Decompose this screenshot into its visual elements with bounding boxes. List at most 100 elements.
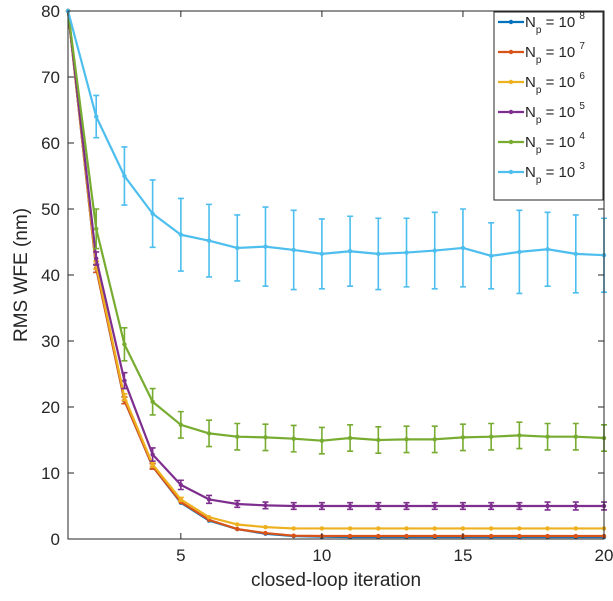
legend-marker: [508, 19, 514, 25]
data-point: [235, 501, 240, 507]
data-point: [545, 526, 550, 531]
data-point: [291, 247, 296, 253]
legend-item: Np = 10 4: [498, 131, 585, 156]
x-tick-label: 15: [453, 546, 472, 565]
data-point: [432, 526, 437, 531]
data-point: [573, 434, 578, 439]
data-point: [573, 533, 578, 539]
data-point: [404, 533, 409, 539]
data-point: [432, 533, 437, 539]
data-point: [460, 245, 466, 251]
legend-label: Np = 10 8: [525, 11, 585, 36]
data-point: [178, 422, 184, 428]
data-point: [488, 253, 494, 259]
legend-label: Np = 10 3: [525, 161, 585, 186]
data-point: [573, 503, 578, 509]
legend-label: Np = 10 7: [525, 41, 585, 66]
data-point: [235, 526, 240, 532]
data-point: [376, 251, 381, 257]
legend-label: Np = 10 5: [525, 101, 585, 126]
y-tick-label: 0: [51, 530, 60, 549]
legend-item: Np = 10 6: [498, 71, 585, 96]
legend: Np = 10 8 Np = 10 7 Np = 10 6 Np = 10 5 Np =…: [493, 11, 604, 201]
legend-item: Np = 10 3: [498, 161, 585, 186]
data-point: [263, 524, 268, 530]
data-point: [517, 526, 522, 531]
data-point: [178, 482, 184, 488]
data-point: [517, 249, 522, 255]
data-point: [263, 244, 268, 249]
legend-item: Np = 10 8: [498, 11, 585, 36]
data-point: [573, 251, 578, 257]
data-point: [263, 530, 268, 536]
data-point: [235, 522, 240, 527]
data-point: [404, 526, 409, 531]
data-point: [347, 503, 353, 509]
data-point: [404, 250, 409, 255]
data-point: [122, 394, 127, 400]
data-point: [545, 533, 550, 539]
data-point: [545, 503, 550, 509]
data-point: [150, 211, 155, 216]
x-tick-label: 10: [312, 546, 331, 565]
series-line: [66, 10, 604, 538]
y-axis-title: RMS WFE (nm): [11, 208, 32, 342]
data-point: [517, 503, 522, 509]
data-point: [488, 503, 494, 509]
data-point: [573, 526, 578, 531]
y-tick-label: 40: [41, 266, 60, 285]
data-point: [291, 526, 296, 531]
data-point: [432, 248, 437, 253]
data-point: [319, 251, 325, 257]
y-tick-label: 60: [41, 134, 60, 153]
series-3: [65, 8, 607, 511]
data-point: [432, 437, 437, 442]
data-point: [150, 399, 155, 404]
data-point: [404, 437, 409, 442]
data-point: [460, 503, 466, 509]
x-tick-label: 20: [595, 546, 613, 565]
data-point: [263, 435, 268, 440]
legend-marker: [508, 79, 514, 85]
series-line: [66, 10, 604, 508]
data-point: [150, 462, 155, 467]
y-tick-label: 80: [41, 2, 60, 21]
data-point: [235, 245, 240, 251]
series-line: [66, 10, 605, 257]
data-point: [122, 342, 127, 347]
data-point: [460, 435, 466, 440]
data-point: [235, 434, 240, 439]
data-point: [545, 247, 550, 252]
legend-item: Np = 10 7: [498, 41, 585, 66]
legend-label: Np = 10 4: [525, 131, 585, 156]
data-point: [291, 503, 296, 509]
data-point: [263, 503, 268, 508]
data-point: [319, 526, 325, 531]
data-point: [488, 526, 494, 531]
data-point: [347, 526, 353, 531]
data-point: [432, 503, 437, 509]
data-point: [319, 503, 325, 509]
data-point: [347, 249, 353, 254]
series-2: [65, 8, 607, 531]
data-point: [178, 497, 184, 502]
data-point: [291, 533, 296, 538]
x-axis-title: closed-loop iteration: [251, 570, 421, 591]
axes-layer: 5 10 15 20 0 10 20 30 40 50 60 70 80: [41, 2, 613, 565]
legend-label: Np = 10 6: [525, 71, 585, 96]
legend-marker: [508, 139, 514, 145]
y-tick-label: 50: [41, 200, 60, 219]
data-point: [94, 256, 99, 261]
data-point: [94, 226, 99, 231]
data-point: [347, 435, 353, 441]
data-point: [122, 173, 127, 179]
data-point: [206, 431, 212, 436]
legend-box: [493, 11, 604, 201]
y-tick-label: 20: [41, 398, 60, 417]
data-point: [178, 232, 184, 237]
y-tick-label: 10: [41, 464, 60, 483]
data-point: [122, 378, 127, 383]
x-tick-label: 5: [176, 546, 185, 565]
data-point: [150, 452, 155, 457]
